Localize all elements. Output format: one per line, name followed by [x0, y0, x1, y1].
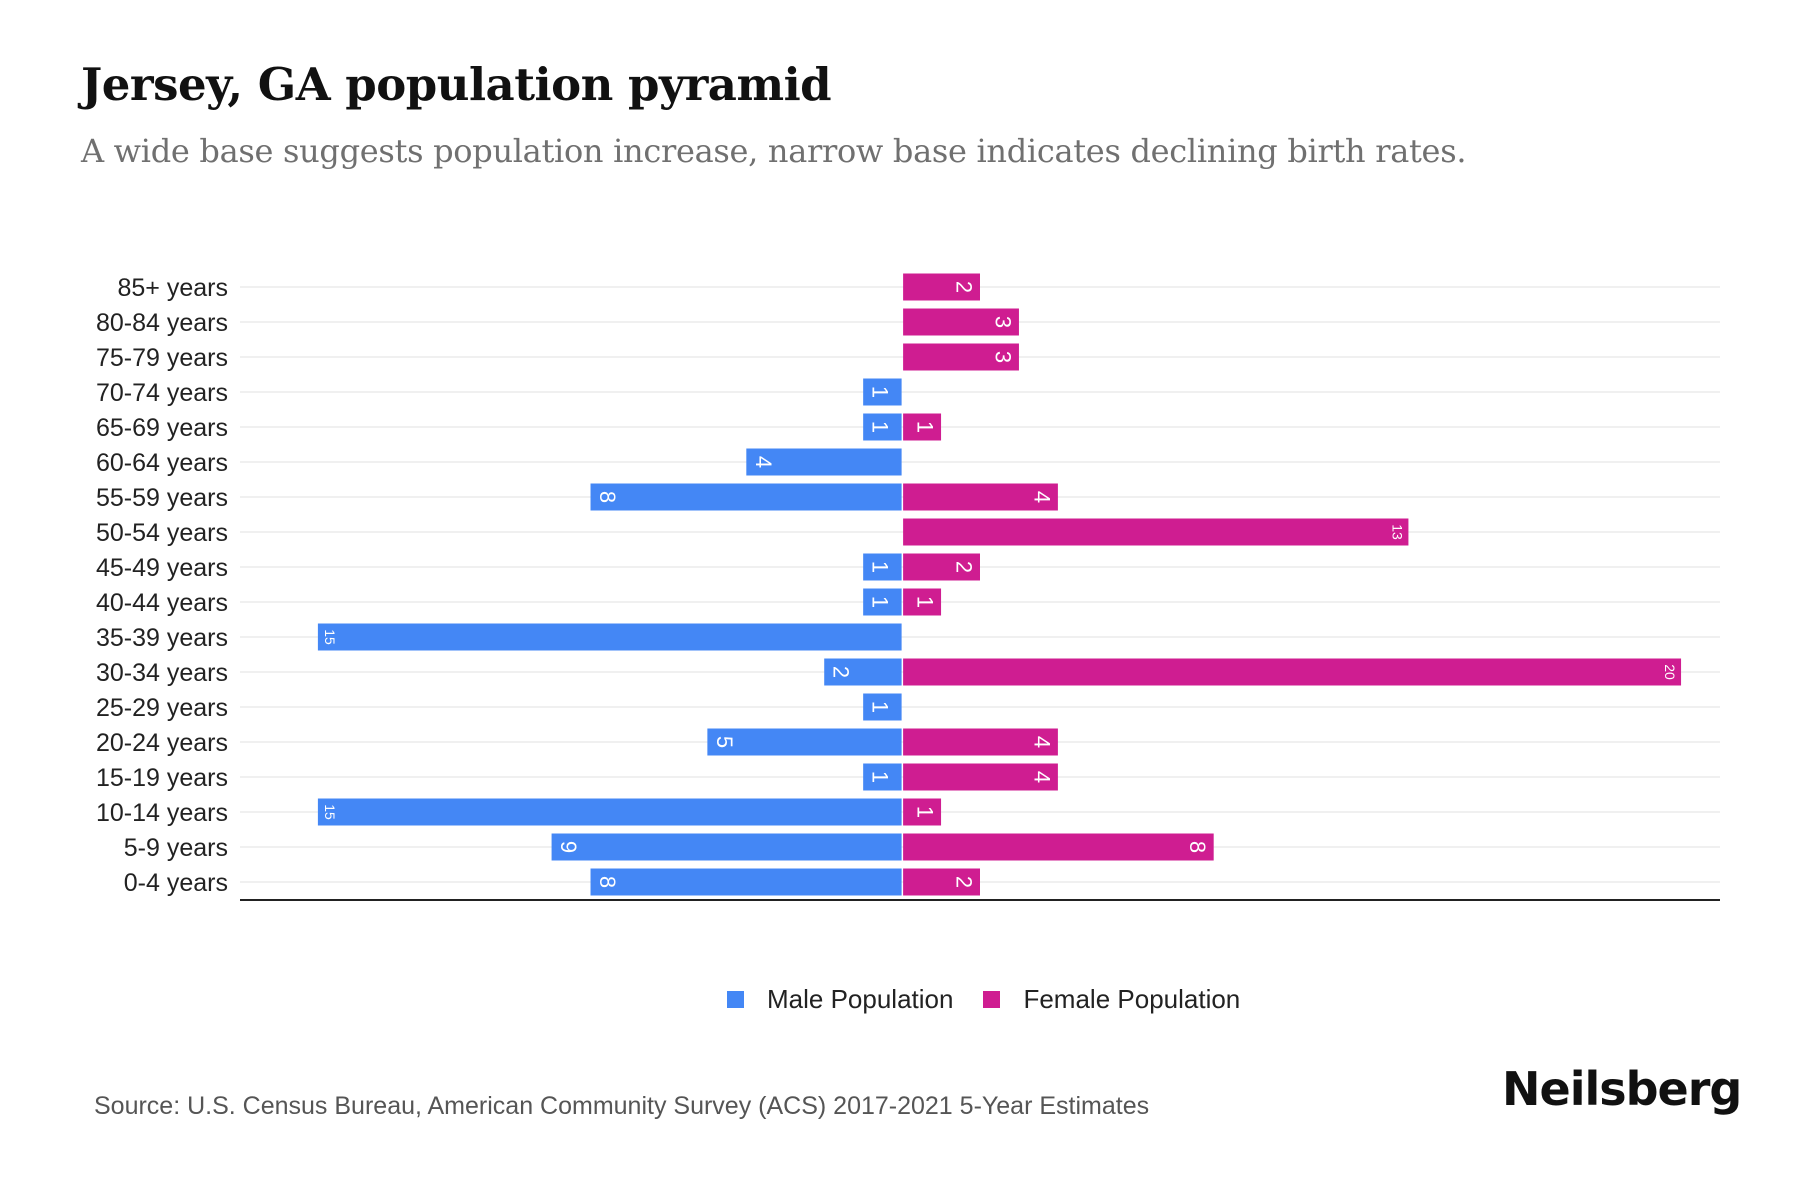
y-axis-labels: 85+ years 80-84 years 75-79 years 70-74 yea…: [96, 274, 228, 897]
bar-value-label: 2: [952, 561, 977, 573]
legend-item-male[interactable]: Male Population: [727, 984, 953, 1015]
source-note: Source: U.S. Census Bureau, American Com…: [94, 1092, 1150, 1120]
bar-value-label: 2: [952, 876, 977, 888]
bar-value-label: 8: [595, 491, 620, 503]
y-tick-label: 10-14 years: [96, 799, 228, 827]
legend-item-female[interactable]: Female Population: [983, 984, 1240, 1015]
female-bar[interactable]: [903, 553, 980, 581]
bar-value-label: 1: [868, 596, 893, 608]
gridlines: [240, 286, 1720, 883]
male-bar[interactable]: [746, 448, 902, 476]
bar-value-label: 4: [1029, 736, 1054, 748]
y-tick-label: 85+ years: [118, 274, 229, 302]
y-tick-label: 5-9 years: [124, 834, 228, 862]
male-bar[interactable]: [551, 833, 902, 861]
bar-value-label: 8: [1185, 841, 1210, 853]
bar-value-label: 9: [556, 841, 581, 853]
legend-swatch-female: [983, 991, 1001, 1008]
bar-value-label: 1: [868, 771, 893, 783]
female-bar[interactable]: [903, 483, 1058, 511]
y-tick-label: 70-74 years: [96, 379, 228, 407]
male-bar[interactable]: [863, 378, 902, 406]
y-tick-label: 15-19 years: [96, 764, 228, 792]
female-bar[interactable]: [903, 518, 1409, 546]
male-bar[interactable]: [824, 658, 902, 686]
legend-label-male: Male Population: [767, 984, 954, 1014]
bar-value-label: 15: [322, 629, 338, 645]
female-bar[interactable]: [903, 308, 1019, 336]
bar-value-label: 1: [868, 561, 893, 573]
male-bar[interactable]: [863, 693, 902, 721]
bar-value-label: 4: [751, 456, 776, 468]
female-bar[interactable]: [903, 343, 1019, 371]
bar-value-label: 3: [990, 351, 1015, 363]
female-bar[interactable]: [903, 798, 942, 826]
male-bar[interactable]: [317, 798, 902, 826]
bar-value-label: 1: [868, 386, 893, 398]
bar-value-label: 15: [322, 804, 338, 820]
bar-value-label: 1: [913, 806, 938, 818]
female-bar[interactable]: [903, 763, 1058, 791]
female-bar[interactable]: [903, 833, 1214, 861]
y-tick-label: 60-64 years: [96, 449, 228, 477]
male-bar[interactable]: [863, 413, 902, 441]
y-tick-label: 80-84 years: [96, 309, 228, 337]
y-tick-label: 35-39 years: [96, 624, 228, 652]
y-tick-label: 45-49 years: [96, 554, 228, 582]
y-tick-label: 0-4 years: [124, 869, 228, 897]
chart-title: Jersey, GA population pyramid: [81, 58, 832, 111]
y-tick-label: 40-44 years: [96, 589, 228, 617]
y-tick-label: 75-79 years: [96, 344, 228, 372]
bar-value-label: 13: [1389, 524, 1405, 540]
bar-value-label: 1: [913, 421, 938, 433]
bar-value-label: 1: [868, 701, 893, 713]
bar-value-label: 1: [913, 596, 938, 608]
y-tick-label: 50-54 years: [96, 519, 228, 547]
y-tick-label: 55-59 years: [96, 484, 228, 512]
male-bar[interactable]: [590, 868, 902, 896]
female-bar[interactable]: [903, 728, 1058, 756]
legend-swatch-male: [727, 991, 744, 1008]
y-tick-label: 25-29 years: [96, 694, 228, 722]
female-bar[interactable]: [903, 658, 1682, 686]
y-tick-label: 20-24 years: [96, 729, 228, 757]
female-bar[interactable]: [903, 588, 942, 616]
bar-value-label: 8: [595, 876, 620, 888]
bar-value-label: 2: [952, 281, 977, 293]
bar-value-label: 4: [1029, 491, 1054, 503]
chart-subtitle: A wide base suggests population increase…: [81, 132, 1467, 170]
y-tick-label: 65-69 years: [96, 414, 228, 442]
legend: Male Population Female Population: [727, 984, 1270, 1015]
female-bar[interactable]: [903, 413, 942, 441]
male-bar[interactable]: [863, 588, 902, 616]
bar-value-label: 20: [1662, 664, 1678, 680]
y-tick-label: 30-34 years: [96, 659, 228, 687]
male-bar[interactable]: [707, 728, 902, 756]
legend-label-female: Female Population: [1023, 984, 1241, 1014]
male-bar[interactable]: [863, 553, 902, 581]
female-bar[interactable]: [903, 273, 980, 301]
bar-value-label: 1: [868, 421, 893, 433]
bar-value-label: 2: [829, 666, 854, 678]
female-bar[interactable]: [903, 868, 980, 896]
male-bar[interactable]: [317, 623, 902, 651]
male-bar[interactable]: [863, 763, 902, 791]
male-bar[interactable]: [590, 483, 902, 511]
bar-value-label: 3: [990, 316, 1015, 328]
bar-value-label: 4: [1029, 771, 1054, 783]
neilsberg-logo: Neilsberg: [1502, 1062, 1742, 1116]
bar-value-label: 5: [712, 736, 737, 748]
